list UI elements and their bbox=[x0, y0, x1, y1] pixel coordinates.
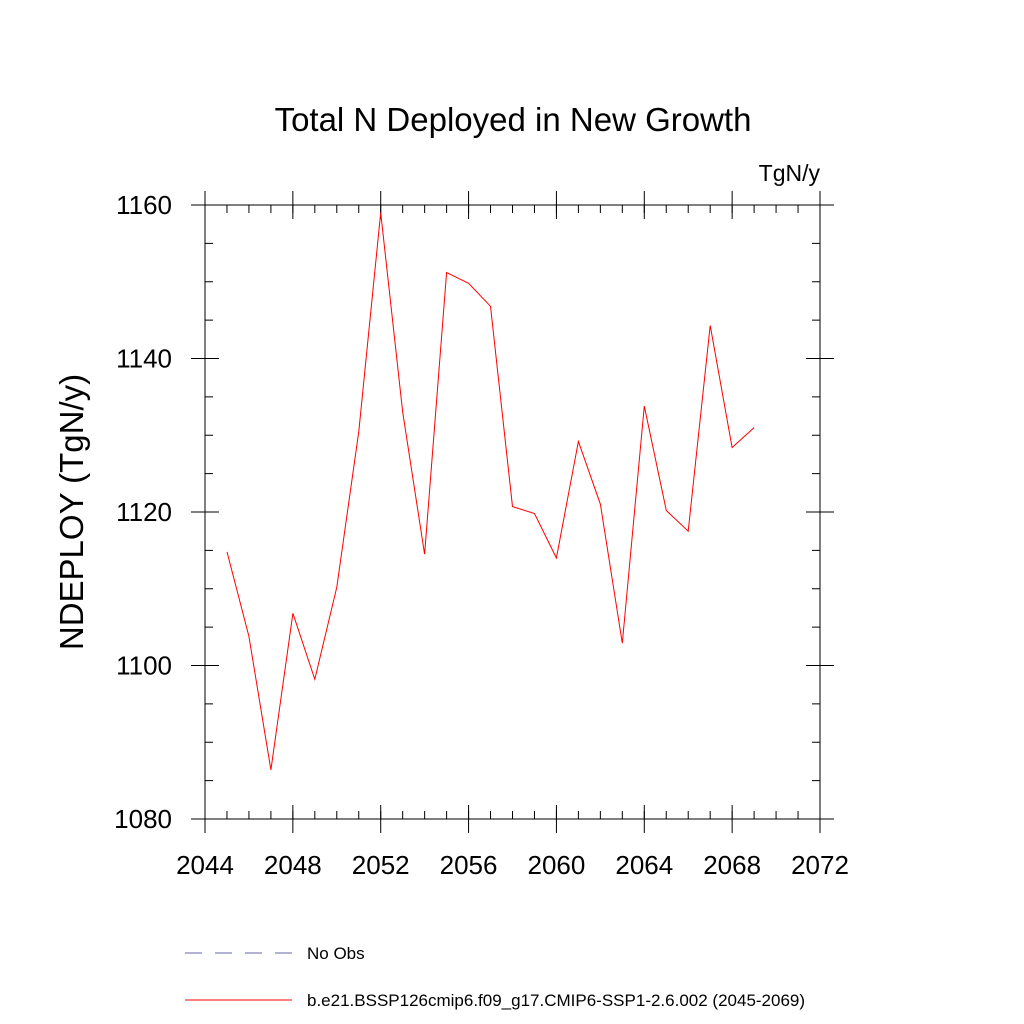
y-axis-label: NDEPLOY (TgN/y) bbox=[53, 374, 90, 650]
x-tick-label: 2056 bbox=[440, 850, 498, 880]
x-tick-label: 2052 bbox=[352, 850, 410, 880]
y-tick-label: 1120 bbox=[116, 497, 172, 527]
legend-label-no-obs: No Obs bbox=[307, 944, 365, 963]
y-tick-label: 1140 bbox=[116, 344, 172, 374]
y-tick-label: 1100 bbox=[116, 651, 172, 681]
y-tick-label: 1080 bbox=[114, 804, 172, 834]
legend-label-ssp126: b.e21.BSSP126cmip6.f09_g17.CMIP6-SSP1-2.… bbox=[307, 991, 805, 1010]
x-tick-label: 2068 bbox=[703, 850, 761, 880]
x-tick-label: 2044 bbox=[176, 850, 234, 880]
units-label: TgN/y bbox=[759, 160, 821, 186]
x-tick-label: 2064 bbox=[615, 850, 673, 880]
plot-frame bbox=[204, 204, 821, 820]
x-tick-label: 2048 bbox=[264, 850, 322, 880]
legend: No Obs b.e21.BSSP126cmip6.f09_g17.CMIP6-… bbox=[185, 944, 805, 1010]
y-tick-label: 1160 bbox=[116, 190, 172, 220]
x-tick-label: 2060 bbox=[528, 850, 586, 880]
x-tick-label: 2072 bbox=[791, 850, 849, 880]
minor-ticks bbox=[204, 204, 821, 820]
chart-title: Total N Deployed in New Growth bbox=[275, 101, 752, 138]
series-line bbox=[226, 212, 755, 770]
tick-labels: 2044 2048 2052 2056 2060 2064 2068 2072 1080 1100… bbox=[114, 190, 849, 880]
major-ticks bbox=[191, 191, 834, 833]
